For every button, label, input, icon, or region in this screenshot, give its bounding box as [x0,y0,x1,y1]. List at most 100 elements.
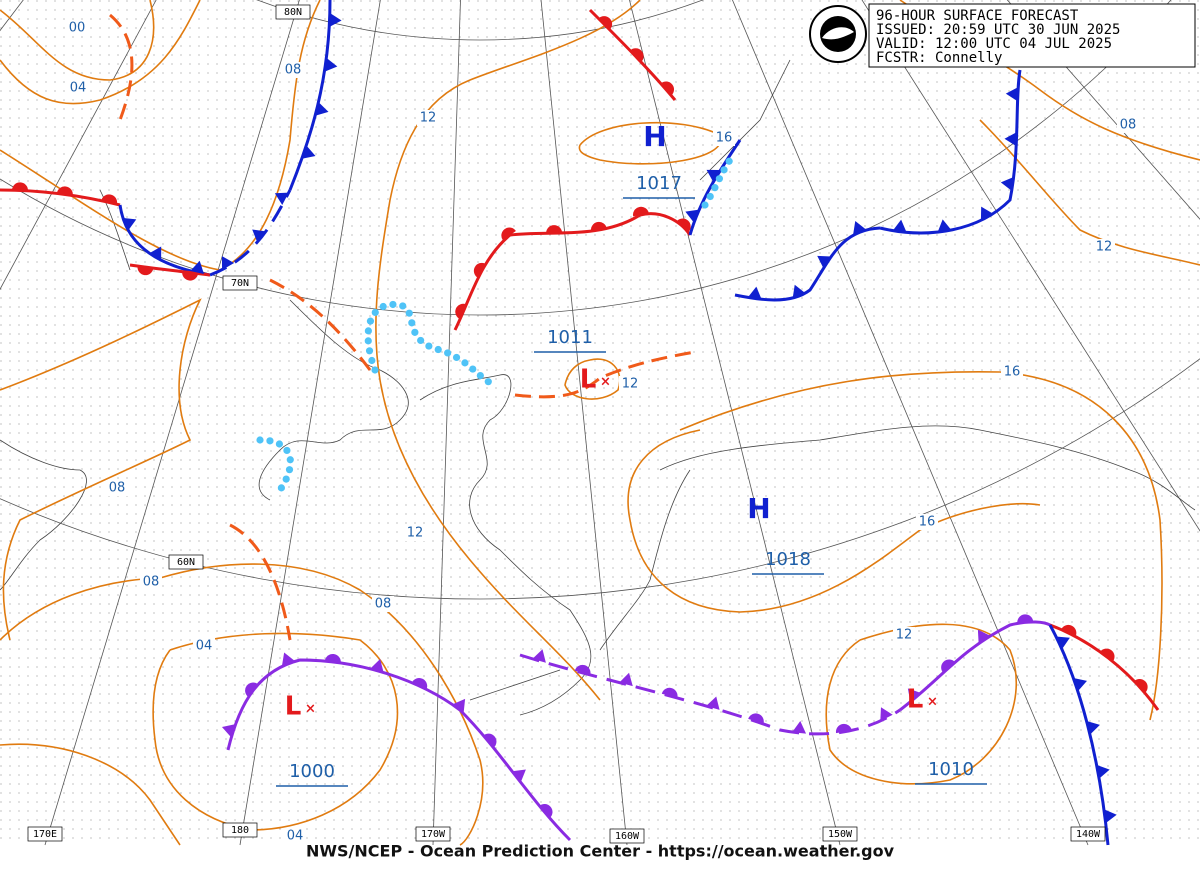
front-dot [715,175,724,183]
isobar-label: 16 [919,515,936,530]
front-symbol [182,271,199,281]
low-marker: × [600,375,611,390]
front-symbol [190,260,204,275]
central-pressure: 1017 [636,173,682,194]
isobar-label-bg [713,130,735,146]
front-symbol [1096,764,1110,779]
front-cold [879,69,1022,235]
front-dot [285,466,294,474]
front-symbol [221,256,235,271]
front-dot [452,353,461,362]
grid-label: 60N [177,557,195,568]
front-symbol [980,206,994,221]
isobar-label-bg [404,525,426,541]
front-cold [288,0,332,191]
grid-label: 70N [231,278,249,289]
front-symbol [941,659,956,673]
isobar-label-bg [284,828,306,844]
front-trough [514,350,696,399]
isobar-label: 16 [716,131,733,146]
front-dot [444,349,452,357]
front-symbol [1103,809,1117,824]
header-line: FCSTR: Connelly [876,50,1002,66]
front-symbol [539,804,553,819]
front-symbol [1000,177,1014,191]
front-symbol [574,664,591,675]
front-symbol [685,209,700,223]
isobar-label: 12 [1096,240,1113,255]
front-symbol [281,652,295,667]
front-symbol [483,733,497,748]
front-warm [1049,623,1160,711]
latitude-line [256,0,704,41]
front-symbol [252,229,266,243]
noaa-logo [809,5,867,63]
meridian-line [732,0,1089,846]
pressure-center: L [285,692,302,722]
front-symbol [1061,624,1077,637]
pressure-center: H [747,492,770,525]
front-dot [701,201,709,209]
front-symbol [301,145,316,159]
meridian-line [44,0,300,846]
front-dot [368,356,376,365]
front-symbol [590,221,607,232]
footer: NWS/NCEP - Ocean Prediction Center - htt… [306,842,895,861]
front-symbol [452,698,466,713]
front-dot [469,365,477,373]
isobar-label: 08 [285,63,302,78]
isobar-label: 00 [69,21,86,36]
meridian-line [239,0,381,846]
pressure-center: L [907,685,924,715]
front-cold [1048,624,1110,846]
front-symbol [12,182,28,191]
front-dot [371,366,379,374]
front-symbol [501,227,516,241]
front-cold [688,139,742,236]
front-symbol [1017,614,1034,624]
isobar-label: 12 [407,526,424,541]
isobar-label: 16 [1004,365,1021,380]
front-symbol [546,225,563,234]
low-marker: × [927,695,938,710]
isobar-label: 04 [287,829,304,844]
isobar-label: 12 [896,628,913,643]
grid-label: 140W [1076,829,1101,840]
front-dot [371,308,379,317]
grid-label: 170W [421,829,446,840]
front-symbol [324,653,341,663]
front-dot [256,436,264,444]
grid-label: 150W [828,829,853,840]
isobar-label-bg [193,638,215,654]
front-symbol [1100,648,1115,662]
meridian-line [432,0,461,846]
isobar-label-bg [916,514,938,530]
front-occl [899,620,1051,712]
isobar-label: 08 [1120,118,1137,133]
grid-label-bg [168,554,204,570]
front-symbol [473,262,486,278]
grid-label-bg [275,4,311,20]
front-symbol [907,688,921,703]
grid-label-bg [415,826,451,842]
front-dot [266,437,274,445]
front-symbol [455,303,467,320]
central-pressure: 1011 [547,327,593,348]
front-dot [425,342,433,350]
front-symbol [937,219,952,233]
isobar-label: 08 [143,575,160,590]
isobar-label-bg [1117,117,1139,133]
isobar-label-bg [67,80,89,96]
isobar-label: 12 [420,111,437,126]
front-symbol [149,246,162,261]
front-symbol [101,194,118,205]
front-symbol [324,57,338,72]
pressure-center: L [580,365,597,395]
front-symbol [633,206,649,217]
latitude-line [0,357,1200,600]
front-dot [461,359,469,367]
isobar-label-bg [1093,239,1115,255]
pressure-center: H [643,120,666,153]
